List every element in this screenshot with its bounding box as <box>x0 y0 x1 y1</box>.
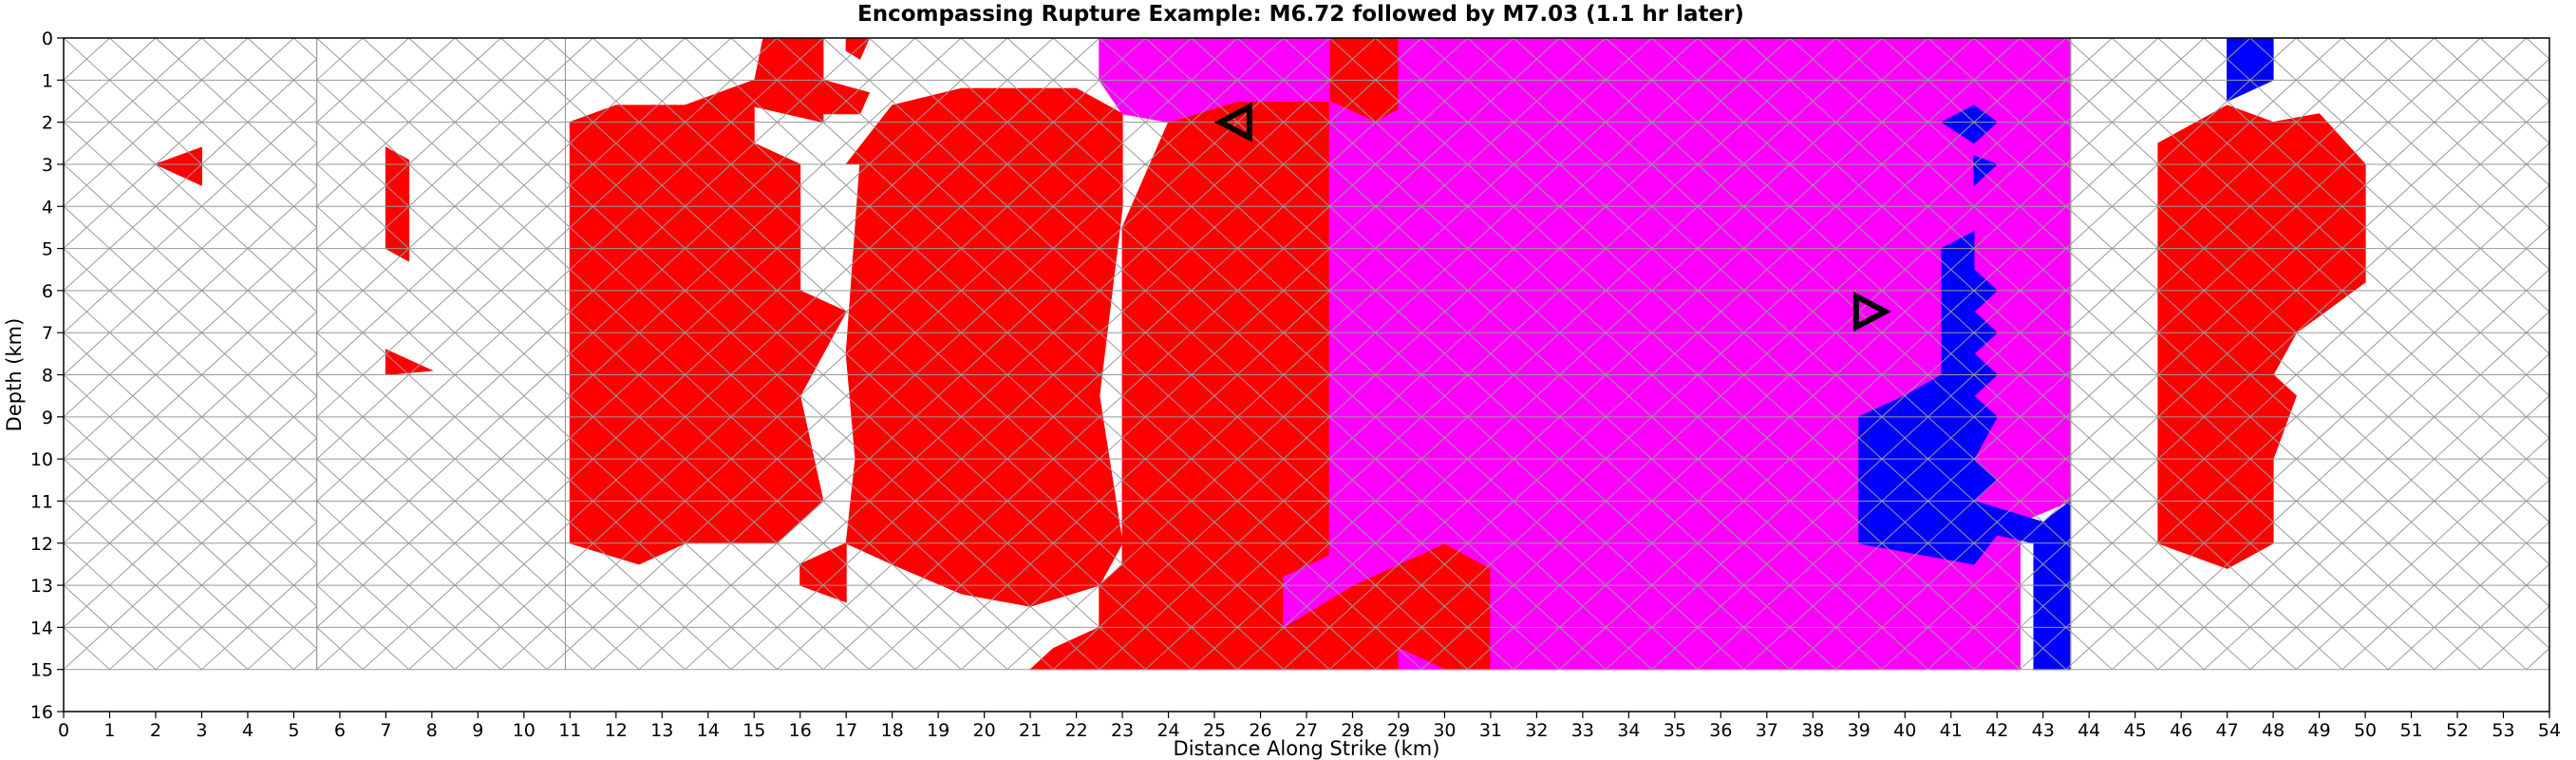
x-tick-label-47: 47 <box>2216 720 2239 741</box>
x-tick-label-33: 33 <box>1571 720 1594 741</box>
y-axis-label: Depth (km) <box>3 318 26 432</box>
x-tick-label-14: 14 <box>697 720 720 741</box>
y-tick-label-9: 9 <box>42 408 53 428</box>
mesh-segment-0 <box>64 38 318 671</box>
y-tick-label-8: 8 <box>42 366 53 387</box>
y-tick-label-10: 10 <box>30 449 53 470</box>
x-tick-label-19: 19 <box>927 720 950 741</box>
x-tick-label-36: 36 <box>1709 720 1732 741</box>
y-tick-label-5: 5 <box>42 239 53 260</box>
x-tick-label-6: 6 <box>334 720 346 741</box>
x-tick-label-10: 10 <box>513 720 536 741</box>
x-tick-label-23: 23 <box>1111 720 1134 741</box>
x-tick-label-43: 43 <box>2032 720 2055 741</box>
rupture-region-5 <box>385 349 434 376</box>
x-tick-label-32: 32 <box>1525 720 1548 741</box>
y-tick-label-15: 15 <box>30 660 53 681</box>
y-tick-label-7: 7 <box>42 323 53 344</box>
chart-title: Encompassing Rupture Example: M6.72 foll… <box>857 2 1744 27</box>
x-tick-label-20: 20 <box>973 720 996 741</box>
y-tick-label-12: 12 <box>30 534 53 555</box>
x-tick-label-54: 54 <box>2538 720 2561 741</box>
x-tick-label-52: 52 <box>2446 720 2469 741</box>
x-tick-label-28: 28 <box>1341 720 1363 741</box>
x-tick-label-24: 24 <box>1156 720 1179 741</box>
x-tick-label-8: 8 <box>426 720 438 741</box>
rupture-region-8 <box>845 87 1123 607</box>
x-tick-label-39: 39 <box>1848 720 1871 741</box>
x-tick-label-16: 16 <box>789 720 812 741</box>
x-tick-label-13: 13 <box>650 720 673 741</box>
x-tick-label-38: 38 <box>1801 720 1824 741</box>
x-tick-label-44: 44 <box>2078 720 2100 741</box>
y-tick-label-14: 14 <box>30 618 53 638</box>
x-axis-label: Distance Along Strike (km) <box>1174 737 1440 760</box>
x-tick-label-0: 0 <box>58 720 69 741</box>
x-tick-label-49: 49 <box>2307 720 2330 741</box>
y-tick-label-2: 2 <box>42 113 53 134</box>
y-tick-label-16: 16 <box>30 702 53 723</box>
x-tick-label-37: 37 <box>1756 720 1778 741</box>
x-tick-label-15: 15 <box>743 720 765 741</box>
x-tick-label-21: 21 <box>1019 720 1042 741</box>
y-tick-label-3: 3 <box>42 155 53 176</box>
x-tick-label-46: 46 <box>2170 720 2192 741</box>
x-tick-label-27: 27 <box>1295 720 1318 741</box>
triangular-mesh <box>64 38 2549 671</box>
x-tick-label-12: 12 <box>605 720 628 741</box>
x-tick-label-53: 53 <box>2491 720 2514 741</box>
x-tick-label-31: 31 <box>1479 720 1502 741</box>
x-tick-label-40: 40 <box>1893 720 1916 741</box>
mesh-segment-3 <box>2070 38 2549 671</box>
x-tick-label-4: 4 <box>242 720 254 741</box>
x-tick-label-48: 48 <box>2262 720 2285 741</box>
x-axis-ticks: 0 1 2 3 4 5 6 7 8 9 10 11 12 13 14 15 16 17 18 19 20 21 22 23 24… <box>58 712 2561 741</box>
x-tick-label-45: 45 <box>2124 720 2147 741</box>
x-tick-label-22: 22 <box>1064 720 1087 741</box>
x-tick-label-51: 51 <box>2399 720 2422 741</box>
x-tick-label-5: 5 <box>288 720 299 741</box>
y-tick-label-11: 11 <box>30 491 53 512</box>
x-tick-label-17: 17 <box>835 720 857 741</box>
y-tick-label-13: 13 <box>30 576 53 597</box>
hypocenter-markers <box>1213 102 1891 332</box>
rupture-region-11 <box>2157 104 2366 569</box>
hypocenter-marker-0 <box>1213 102 1252 142</box>
mesh-segment-2 <box>564 38 2072 671</box>
x-tick-label-29: 29 <box>1387 720 1410 741</box>
x-tick-label-11: 11 <box>558 720 581 741</box>
y-tick-label-0: 0 <box>42 28 53 49</box>
x-tick-label-26: 26 <box>1249 720 1271 741</box>
x-tick-label-35: 35 <box>1664 720 1686 741</box>
x-tick-label-9: 9 <box>472 720 483 741</box>
x-tick-label-2: 2 <box>150 720 161 741</box>
x-tick-label-7: 7 <box>380 720 391 741</box>
x-tick-label-25: 25 <box>1203 720 1226 741</box>
x-tick-label-18: 18 <box>881 720 904 741</box>
x-tick-label-42: 42 <box>1985 720 2008 741</box>
x-tick-label-50: 50 <box>2354 720 2377 741</box>
y-tick-label-1: 1 <box>42 70 53 91</box>
plot-area <box>64 38 2549 671</box>
x-tick-label-41: 41 <box>1940 720 1963 741</box>
x-tick-label-3: 3 <box>196 720 207 741</box>
rupture-region-3 <box>154 146 202 186</box>
rupture-regions <box>154 38 2366 671</box>
x-tick-label-34: 34 <box>1617 720 1640 741</box>
y-tick-label-6: 6 <box>42 281 53 302</box>
y-tick-label-4: 4 <box>42 197 53 218</box>
x-tick-label-30: 30 <box>1433 720 1456 741</box>
hypocenter-marker-1 <box>1852 291 1891 332</box>
x-tick-label-1: 1 <box>103 720 115 741</box>
